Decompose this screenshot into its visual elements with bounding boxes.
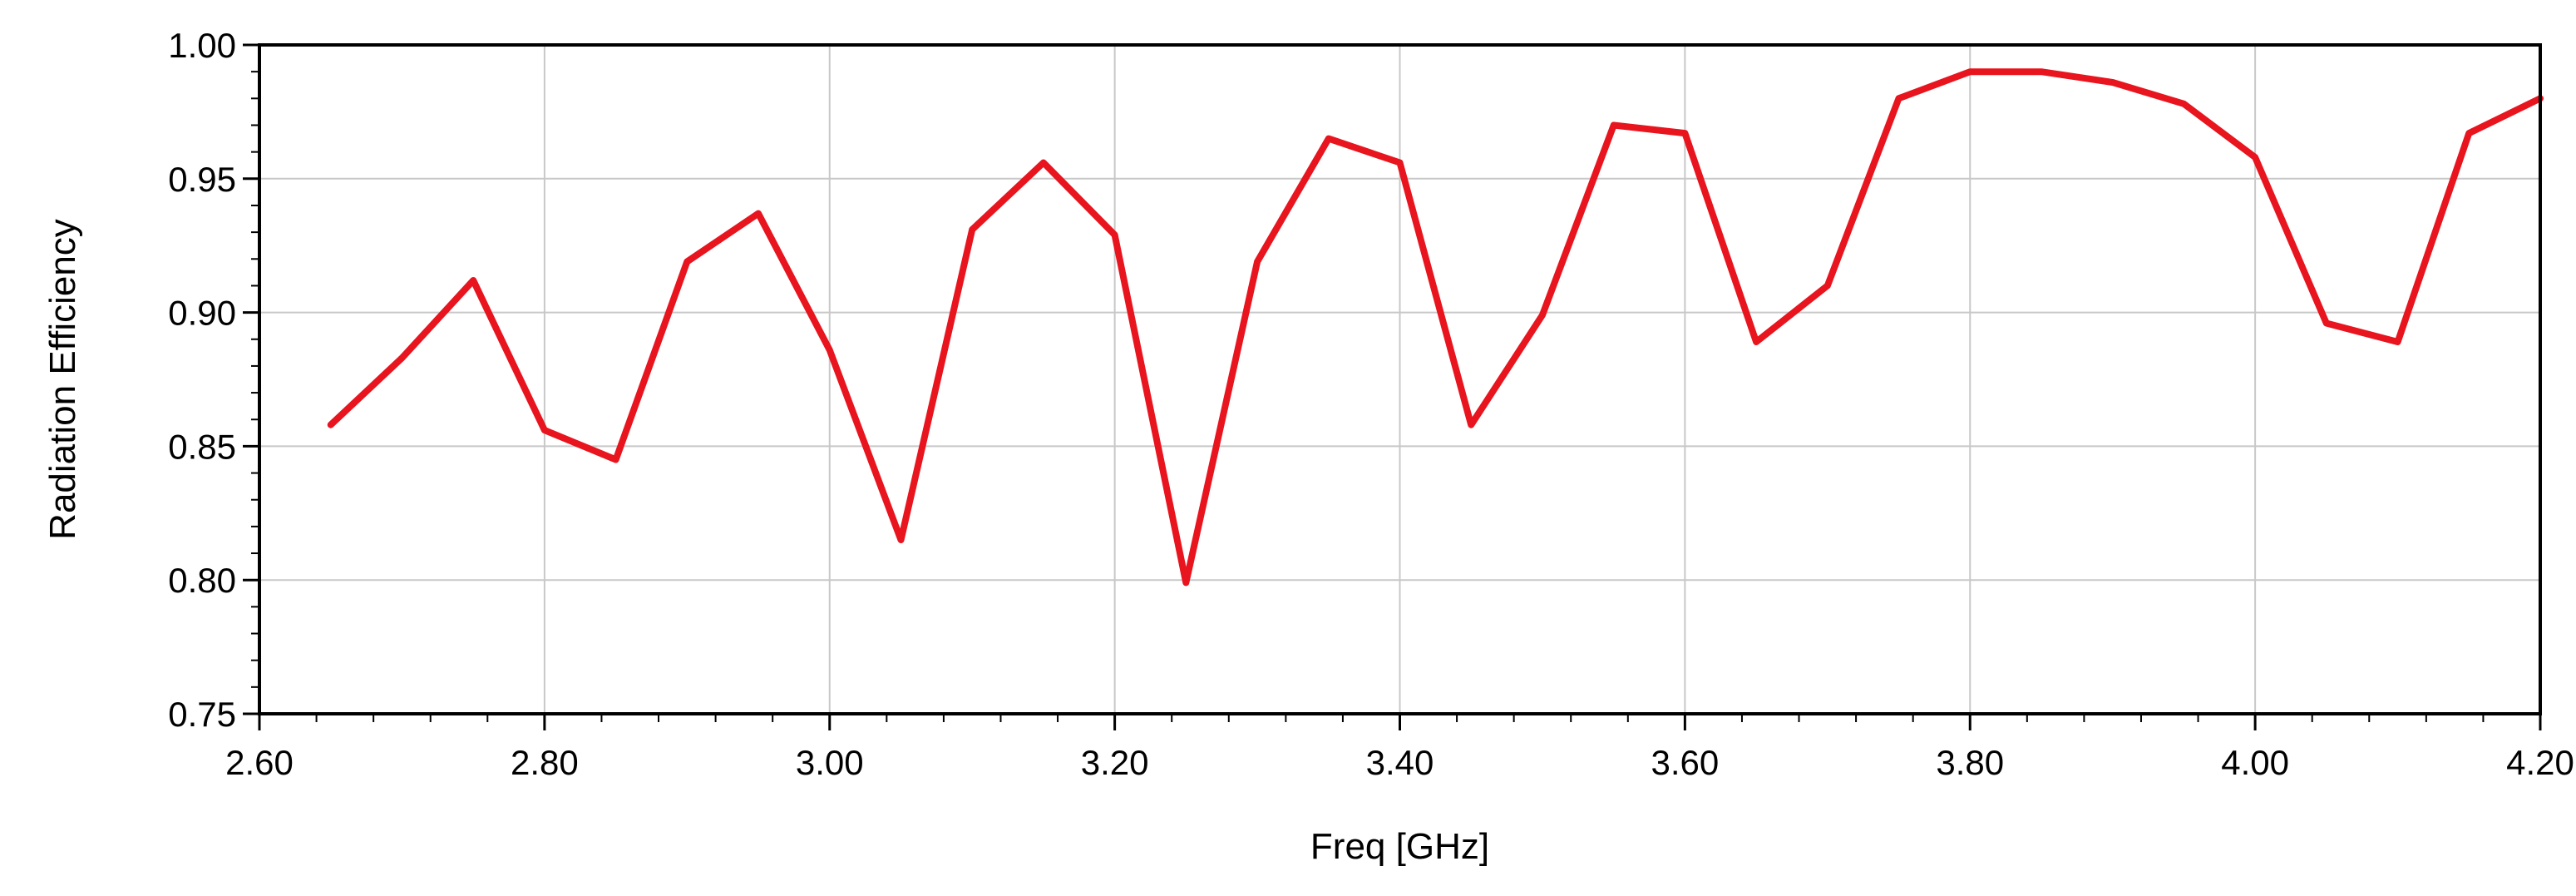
x-tick-label: 3.40 <box>1366 743 1434 782</box>
x-tick-label: 3.60 <box>1651 743 1720 782</box>
x-axis-label: Freq [GHz] <box>1310 826 1489 867</box>
series-group <box>327 68 2544 587</box>
y-tick-label: 0.90 <box>168 294 236 333</box>
plot-frame <box>258 43 2542 715</box>
x-tick-label: 3.20 <box>1081 743 1149 782</box>
x-tick-label: 3.80 <box>1936 743 2004 782</box>
grid-lines <box>259 45 2540 714</box>
x-tick-label: 4.00 <box>2221 743 2289 782</box>
y-tick-label: 0.85 <box>168 427 236 466</box>
efficiency-series-line <box>327 68 2544 587</box>
tick-labels: 2.60 2.80 3.00 3.20 3.40 3.60 3.80 4.00 4.20 0.75… <box>168 26 2574 782</box>
y-tick-label: 0.95 <box>168 160 236 199</box>
axis-ticks <box>243 43 2542 730</box>
x-tick-label: 2.60 <box>225 743 294 782</box>
y-tick-label: 0.80 <box>168 561 236 600</box>
y-tick-label: 0.75 <box>168 695 236 734</box>
x-tick-label: 3.00 <box>796 743 864 782</box>
y-axis-label: Radiation Efficiency <box>42 219 83 540</box>
x-tick-label: 4.20 <box>2506 743 2574 782</box>
y-tick-label: 1.00 <box>168 26 236 65</box>
x-tick-label: 2.80 <box>511 743 579 782</box>
